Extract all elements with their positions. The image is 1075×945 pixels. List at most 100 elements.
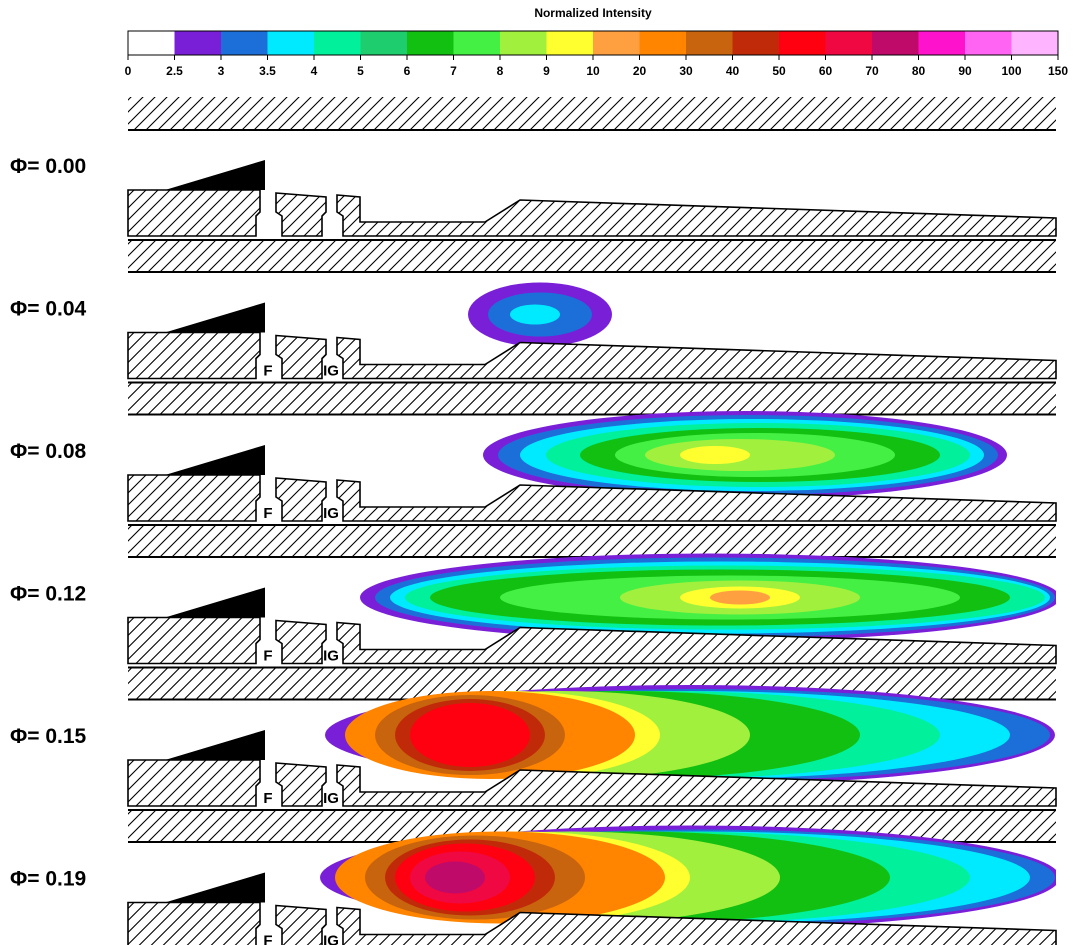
colorbar-swatch (407, 31, 454, 55)
wedge (165, 445, 265, 475)
combustor-wall (336, 764, 1057, 807)
injector-block (275, 762, 327, 807)
panel: Φ= 0.12 F IG (10, 553, 1057, 701)
wedge (165, 730, 265, 760)
inlet-block (127, 189, 261, 237)
colorbar-tick-label: 5 (357, 64, 364, 78)
colorbar-tick-label: 60 (819, 64, 833, 78)
wedge (165, 302, 265, 333)
colorbar-tick-label: 2.5 (166, 64, 183, 78)
plume-layer (410, 703, 530, 767)
colorbar-tick-label: 3.5 (259, 64, 276, 78)
colorbar-title: Normalized Intensity (534, 6, 652, 20)
colorbar-swatch (779, 31, 826, 55)
phi-label: Φ= 0.19 (10, 868, 86, 891)
combustor-wall (336, 479, 1057, 522)
colorbar-tick-label: 6 (404, 64, 411, 78)
port-label: F (263, 505, 272, 522)
colorbar-tick-label: 8 (497, 64, 504, 78)
injector-block (275, 904, 327, 945)
colorbar-swatch (825, 31, 872, 55)
colorbar-swatch (686, 31, 733, 55)
phi-label: Φ= 0.00 (10, 155, 86, 178)
colorbar-tick-label: 40 (726, 64, 740, 78)
wedge (165, 872, 265, 903)
top-wall (128, 97, 1056, 130)
plume-layer (425, 861, 485, 894)
colorbar-swatch (593, 31, 640, 55)
colorbar-swatch (360, 31, 407, 55)
colorbar-swatch (128, 31, 175, 55)
colorbar-tick-label: 9 (543, 64, 550, 78)
plume (483, 411, 1007, 499)
port-label: F (263, 933, 272, 945)
port-label: F (263, 363, 272, 380)
injector-block (275, 192, 327, 237)
port-label: IG (323, 933, 339, 945)
colorbar-swatch (1011, 31, 1058, 55)
colorbar-swatch (174, 31, 221, 55)
colorbar-swatch (267, 31, 314, 55)
plume-layer (680, 446, 750, 464)
panel: Φ= 0.19 F IG (10, 825, 1057, 945)
injector-block (275, 477, 327, 522)
port-label: F (263, 790, 272, 807)
phi-label: Φ= 0.12 (10, 583, 86, 606)
colorbar-swatch (872, 31, 919, 55)
phi-label: Φ= 0.15 (10, 725, 87, 748)
plume (468, 282, 612, 347)
plume (320, 825, 1056, 930)
plume-layer (710, 590, 770, 605)
combustor-wall (336, 336, 1057, 380)
colorbar-swatch (546, 31, 593, 55)
combustor-wall (336, 194, 1057, 237)
colorbar-tick-label: 7 (450, 64, 457, 78)
colorbar-tick-label: 80 (912, 64, 926, 78)
panel: Φ= 0.00 (10, 155, 1057, 273)
combustor-wall (336, 906, 1057, 945)
inlet-block (127, 901, 261, 945)
panel: Φ= 0.04 F IG (10, 282, 1057, 416)
inlet-block (127, 474, 261, 522)
colorbar-swatch (732, 31, 779, 55)
port-label: IG (323, 363, 339, 380)
phi-label: Φ= 0.04 (10, 298, 87, 321)
port-label: IG (323, 648, 339, 665)
wedge (165, 160, 265, 190)
colorbar-tick-label: 150 (1048, 64, 1068, 78)
colorbar-tick-label: 70 (865, 64, 879, 78)
panel: Φ= 0.08 F IG (10, 411, 1057, 558)
lower-wall (128, 240, 1056, 272)
port-label: IG (323, 505, 339, 522)
panel: Φ= 0.15 F IG (10, 685, 1057, 843)
plume (325, 685, 1055, 785)
colorbar-tick-label: 90 (958, 64, 972, 78)
colorbar-swatch (639, 31, 686, 55)
colorbar-tick-label: 50 (772, 64, 786, 78)
colorbar-swatch (314, 31, 361, 55)
lower-wall (128, 382, 1056, 415)
colorbar-tick-label: 0 (125, 64, 132, 78)
colorbar-swatch (965, 31, 1012, 55)
combustor-wall (336, 621, 1057, 665)
phi-label: Φ= 0.08 (10, 440, 87, 463)
lower-wall (128, 525, 1056, 557)
colorbar-tick-label: 100 (1001, 64, 1021, 78)
colorbar-swatch (918, 31, 965, 55)
colorbar-swatch (221, 31, 268, 55)
inlet-block (127, 331, 261, 380)
wedge (165, 587, 265, 618)
injector-block (275, 619, 327, 665)
inlet-block (127, 759, 261, 807)
colorbar-tick-label: 20 (633, 64, 647, 78)
injector-block (275, 334, 327, 380)
colorbar-tick-label: 30 (679, 64, 693, 78)
colorbar-swatch (453, 31, 500, 55)
plume (360, 553, 1056, 642)
colorbar-tick-label: 10 (586, 64, 600, 78)
colorbar-swatch (500, 31, 547, 55)
inlet-block (127, 616, 261, 665)
port-label: F (263, 648, 272, 665)
colorbar-tick-label: 4 (311, 64, 318, 78)
